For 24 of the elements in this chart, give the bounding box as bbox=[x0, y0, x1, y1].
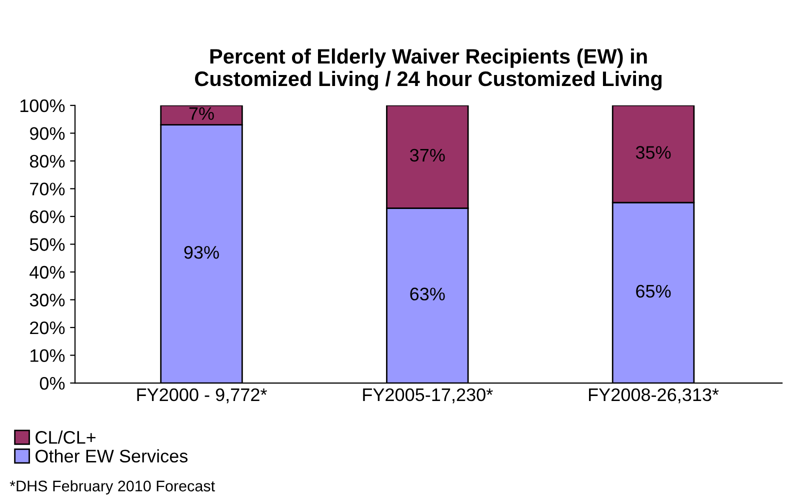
data-label: 93% bbox=[184, 246, 219, 259]
y-tick-label: 50% bbox=[30, 238, 65, 251]
y-tick-label: 80% bbox=[30, 154, 65, 168]
y-tick-label: 100% bbox=[20, 99, 65, 112]
data-label: 63% bbox=[410, 288, 445, 300]
x-tick-label: FY2008-26,313* bbox=[589, 388, 719, 404]
chart-title: Percent of Elderly Waiver Recipients (EW) in Customized Living / 24 hour Customized Living bbox=[195, 48, 662, 90]
legend-label: CL/CL+ bbox=[36, 430, 96, 444]
y-tick-label: 70% bbox=[30, 182, 65, 196]
x-tick-label: FY2000 - 9,772* bbox=[137, 388, 267, 404]
data-label: 7% bbox=[189, 107, 214, 120]
y-tick-label: 20% bbox=[30, 321, 65, 334]
data-label: 65% bbox=[636, 284, 671, 298]
x-tick-label: FY2005-17,230* bbox=[363, 388, 493, 404]
y-tick-label: 10% bbox=[30, 349, 65, 362]
y-tick-label: 0% bbox=[40, 376, 65, 390]
text: *DHS February 2010 Forecast bbox=[10, 480, 215, 494]
legend-label: Other EW Services bbox=[36, 449, 188, 462]
y-tick-label: 90% bbox=[30, 127, 65, 140]
y-tick-label: 40% bbox=[30, 266, 65, 279]
data-label: 37% bbox=[410, 148, 445, 162]
y-tick-label: 30% bbox=[30, 294, 65, 306]
y-tick-label: 60% bbox=[30, 210, 65, 224]
data-label: 35% bbox=[636, 146, 671, 159]
